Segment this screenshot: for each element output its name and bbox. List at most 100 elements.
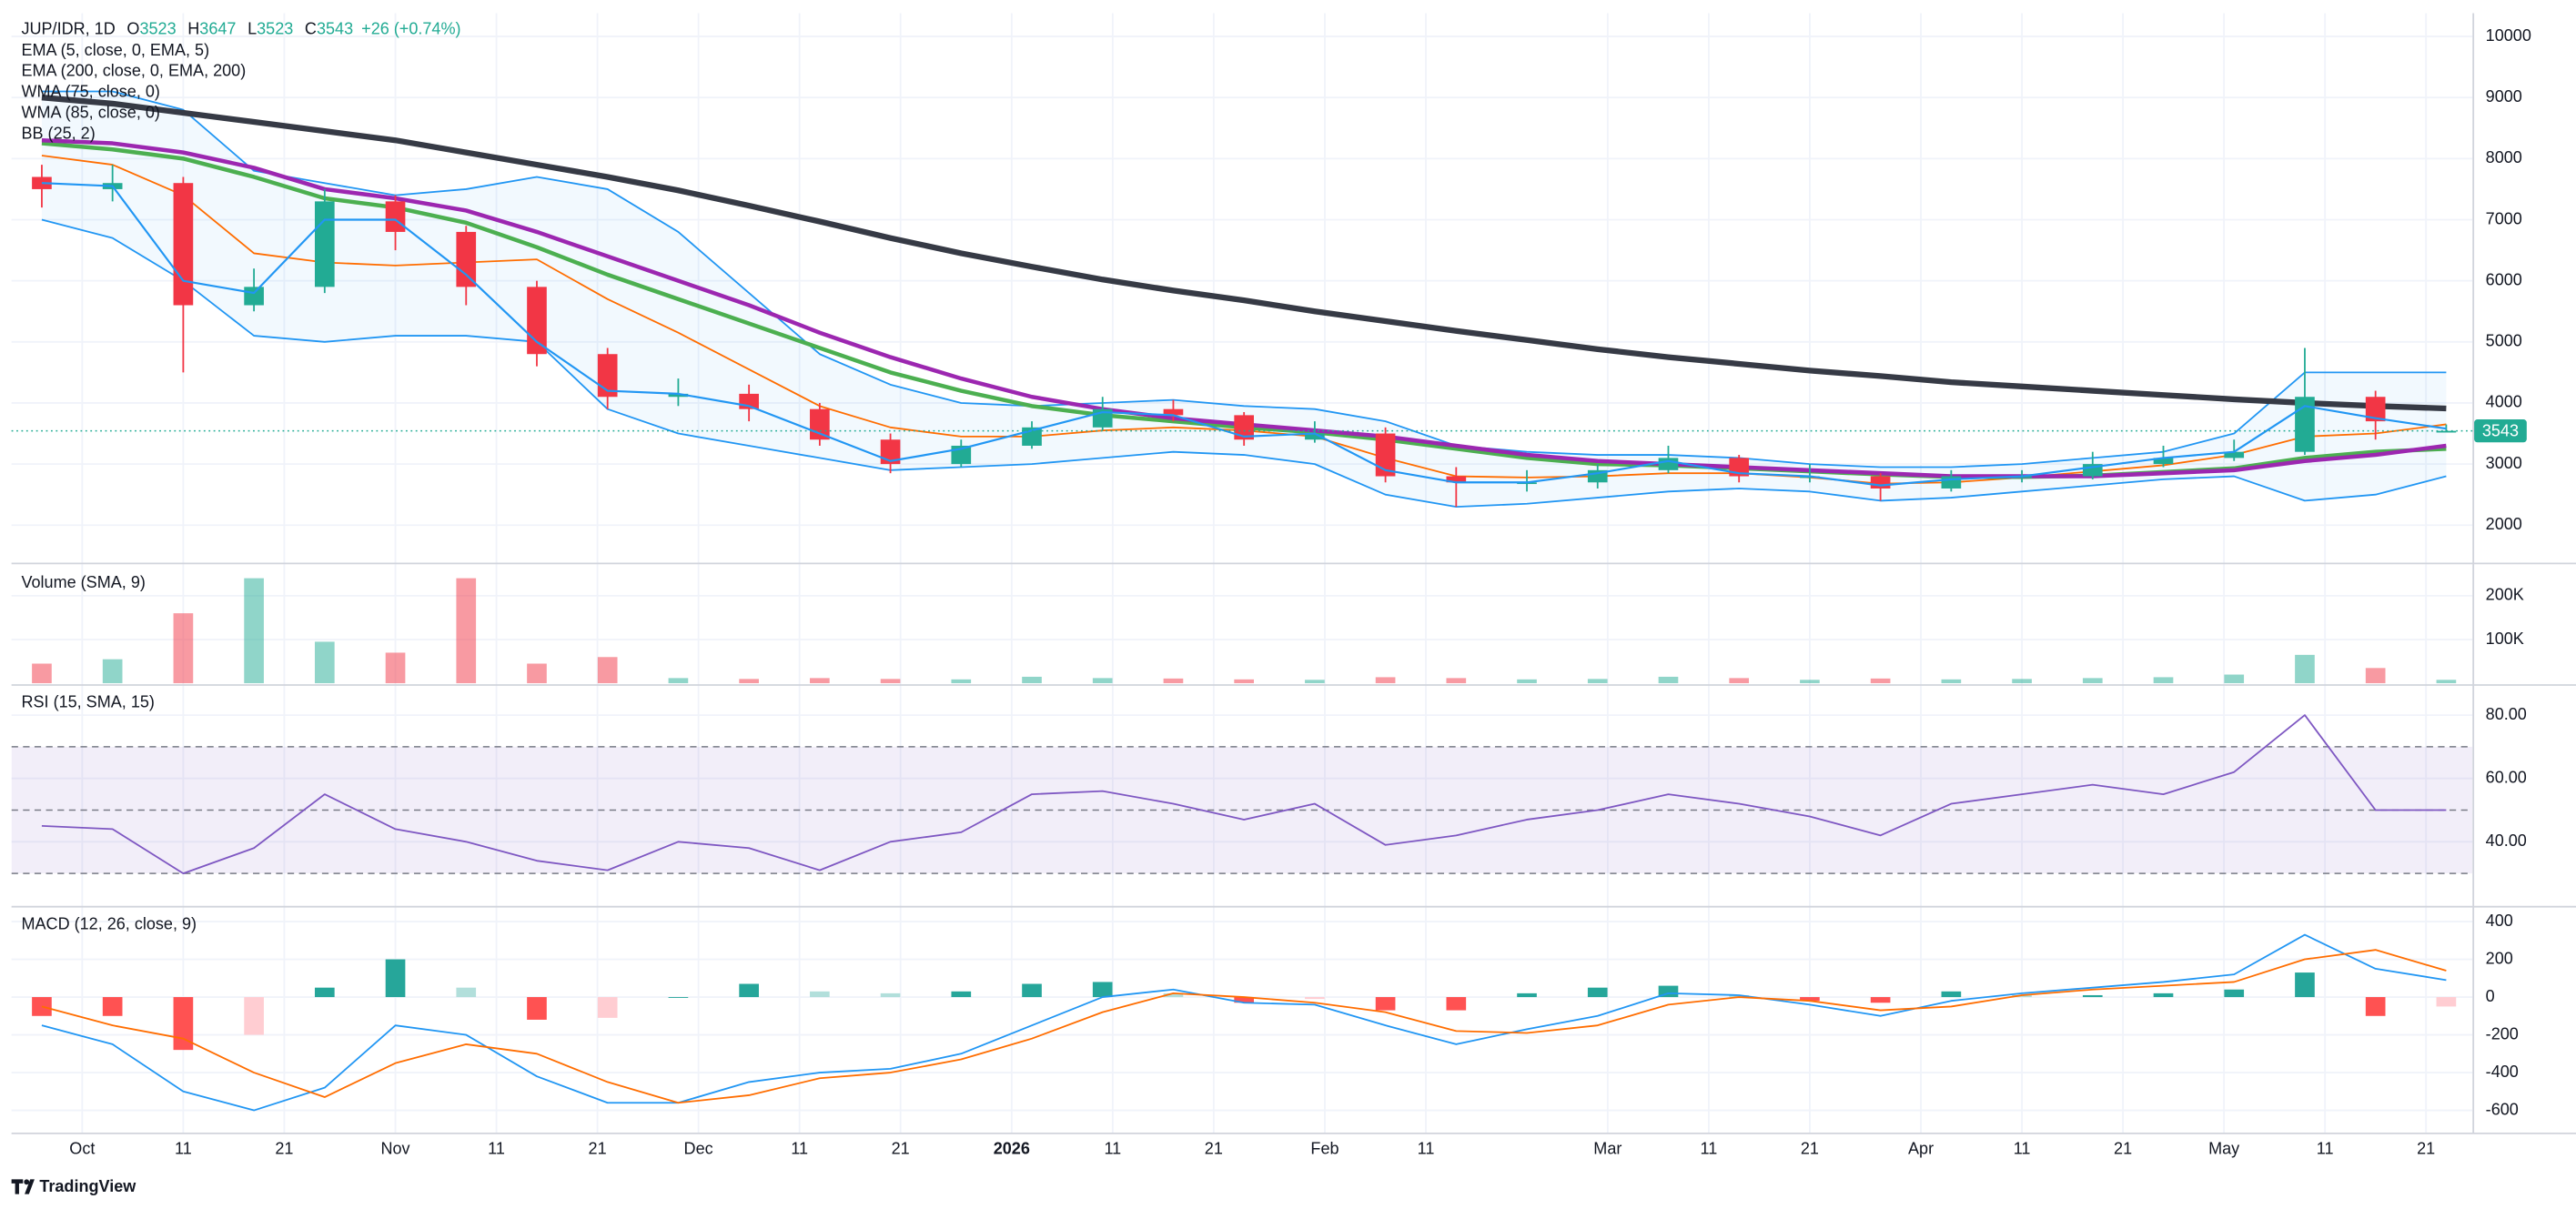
ohlc-value: 3523 — [257, 19, 293, 37]
candle-body — [2436, 430, 2457, 433]
volume-bar — [385, 652, 406, 684]
histogram-bar — [2295, 972, 2315, 998]
y-tick-label: 200 — [2486, 949, 2513, 967]
volume-bar — [1446, 678, 1467, 684]
volume-bar — [2224, 674, 2245, 684]
candle-body — [527, 287, 547, 355]
plot-layer — [11, 90, 2473, 1112]
histogram-bar — [810, 991, 830, 998]
volume-bar — [173, 613, 194, 684]
candle-body — [173, 183, 194, 306]
y-tick-label: 4000 — [2486, 393, 2522, 411]
x-tick-label: 21 — [275, 1140, 293, 1158]
histogram-bar — [2224, 989, 2245, 998]
histogram-bar — [1941, 991, 1962, 998]
x-tick-label: Feb — [1310, 1140, 1339, 1158]
histogram-bar — [1305, 997, 1325, 1000]
y-tick-label: 7000 — [2486, 209, 2522, 227]
x-tick-label: 21 — [1205, 1140, 1223, 1158]
volume-bar — [1305, 680, 1325, 684]
legend-entry: BB (25, 2) — [21, 125, 95, 143]
logo-shape — [11, 1179, 24, 1194]
legend-entry: WMA (85, close, 0) — [21, 104, 159, 122]
bb-upper — [41, 90, 2447, 468]
legend-entry: WMA (75, close, 0) — [21, 83, 159, 101]
footer-brand: TradingView — [39, 1177, 136, 1195]
volume-bar — [1092, 678, 1113, 684]
candle-body — [2295, 397, 2315, 452]
histogram-bar — [739, 983, 759, 998]
pane-title: Volume (SMA, 9) — [21, 573, 145, 591]
x-tick-label: 11 — [488, 1140, 505, 1158]
histogram-bar — [1022, 983, 1042, 998]
y-tick-label: 60.00 — [2486, 768, 2527, 786]
x-tick-label: 11 — [2014, 1140, 2031, 1158]
volume-bar — [1870, 678, 1891, 684]
x-tick-label: May — [2208, 1140, 2239, 1158]
indicator-line — [41, 949, 2447, 1104]
indicator-line — [41, 933, 2447, 1112]
x-tick-label: 11 — [2317, 1140, 2334, 1158]
ohlc-label: C — [305, 19, 317, 37]
candle-body — [2224, 451, 2245, 458]
ohlc-label: O — [126, 19, 139, 37]
histogram-bar — [1800, 997, 1820, 1002]
x-tick-label: 2026 — [994, 1140, 1030, 1158]
candle-body — [2153, 458, 2174, 465]
histogram-bar — [1517, 992, 1537, 998]
volume-bar — [668, 678, 689, 684]
volume-bar — [2153, 677, 2174, 684]
ohlc-label: H — [187, 19, 199, 37]
indicator-line — [41, 714, 2447, 874]
candle-body — [385, 201, 406, 232]
histogram-bar — [1163, 992, 1184, 998]
histogram-bar — [668, 997, 689, 998]
candle-body — [1305, 433, 1325, 440]
bb-fill — [41, 91, 2447, 508]
y-tick-label: 9000 — [2486, 87, 2522, 106]
histogram-bar — [880, 992, 901, 998]
y-tick-label: 400 — [2486, 912, 2513, 930]
volume-bar — [244, 578, 264, 684]
histogram-bar — [32, 997, 52, 1016]
candle-body — [1658, 458, 1679, 470]
ma-line — [41, 95, 2447, 412]
volume-bar — [102, 659, 123, 684]
histogram-bar — [527, 997, 547, 1020]
candle-body — [668, 393, 689, 398]
x-tick-label: 21 — [589, 1140, 607, 1158]
text-layer: Oct 11 21 Nov 11 21 Dec 11 21 2026 11 21 Feb 11 Mar 11 2… — [21, 19, 2531, 1157]
price-tag-label: 3543 — [2482, 421, 2519, 439]
y-tick-label: 80.00 — [2486, 705, 2527, 723]
histogram-bar — [1587, 987, 1608, 998]
volume-bar — [2012, 679, 2032, 684]
bb-lower — [41, 218, 2447, 509]
x-tick-label: Mar — [1593, 1140, 1621, 1158]
histogram-bar — [951, 991, 972, 998]
volume-bar — [2295, 654, 2315, 684]
candle-body — [880, 439, 901, 465]
x-tick-label: 11 — [1701, 1140, 1718, 1158]
y-tick-label: 100K — [2486, 630, 2524, 648]
logo-shape — [24, 1179, 30, 1185]
y-tick-label: 5000 — [2486, 332, 2522, 350]
histogram-bar — [597, 997, 618, 1018]
histogram-bar — [1870, 997, 1891, 1003]
volume-bar — [1941, 679, 1962, 684]
ohlc-value: 3543 — [317, 19, 353, 37]
x-tick-label: 21 — [2417, 1140, 2435, 1158]
histogram-bar — [2012, 994, 2032, 998]
histogram-bar — [1234, 997, 1254, 1003]
ma-line — [41, 182, 2447, 487]
pane-3 — [32, 933, 2457, 1112]
histogram-bar — [385, 959, 406, 998]
y-tick-label: 10000 — [2486, 26, 2531, 45]
legend-entry: EMA (5, close, 0, EMA, 5) — [21, 41, 209, 59]
volume-bar — [32, 663, 52, 684]
volume-bar — [456, 578, 477, 684]
grid-layer — [11, 13, 2473, 1133]
logo-shape — [25, 1179, 35, 1194]
